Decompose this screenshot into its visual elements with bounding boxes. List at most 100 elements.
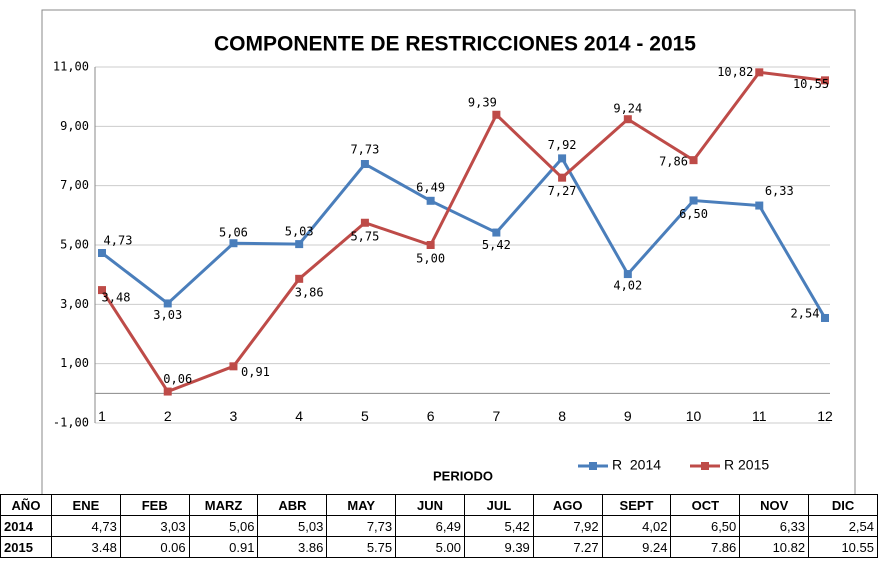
data-label: 7,92 [548, 138, 577, 152]
legend-label: R 2015 [724, 457, 769, 473]
y-tick-label: 3,00 [60, 297, 89, 311]
table-cell: 6,33 [739, 515, 810, 537]
point-marker [821, 313, 829, 322]
table-cell: JUL [463, 494, 534, 516]
table-cell: 2014 [0, 515, 52, 537]
x-tick-label: 11 [752, 408, 767, 424]
series-line [100, 70, 826, 394]
data-label: 5,06 [219, 226, 248, 240]
data-label: 10,82 [717, 65, 753, 79]
y-tick-label: 9,00 [60, 119, 89, 133]
point-marker [689, 196, 698, 205]
table-cell: 9.39 [463, 536, 534, 558]
data-label: 5,03 [285, 225, 314, 239]
table-cell: ABR [257, 494, 328, 516]
point-marker [623, 270, 632, 279]
table-cell: SEPT [601, 494, 672, 516]
point-marker [98, 286, 106, 295]
x-tick-label: 1 [98, 408, 106, 424]
data-label: 6,33 [765, 184, 794, 198]
table-cell: 6,50 [670, 515, 741, 537]
data-label: 7,73 [350, 143, 379, 157]
x-tick-label: 3 [230, 408, 238, 424]
point-marker [492, 110, 501, 119]
point-marker [295, 274, 304, 283]
data-label: 4,73 [104, 234, 133, 248]
legend-marker [589, 462, 597, 470]
data-label: 3,03 [153, 308, 182, 322]
data-label: 5,75 [350, 229, 379, 243]
table-cell: 5,03 [257, 515, 328, 537]
table-cell: 3.86 [257, 536, 328, 558]
data-label: 7,27 [548, 184, 577, 198]
data-label: 0,91 [241, 365, 270, 379]
table-cell: OCT [670, 494, 741, 516]
x-tick-label: 2 [164, 408, 172, 424]
y-tick-label: 7,00 [60, 178, 89, 192]
point-marker [689, 156, 698, 165]
table-cell: 3.48 [51, 536, 121, 558]
table-cell: AGO [532, 494, 603, 516]
x-tick-label: 9 [624, 408, 632, 424]
point-marker [98, 249, 106, 258]
table-cell: 5,06 [188, 515, 259, 537]
data-label: 5,00 [416, 252, 445, 266]
table-cell: 0.91 [188, 536, 259, 558]
table-cell: MARZ [188, 494, 259, 516]
point-marker [492, 228, 501, 237]
table-cell: 2015 [0, 536, 52, 558]
y-tick-label: 11,00 [53, 60, 89, 74]
point-marker [426, 196, 435, 205]
y-tick-label: 5,00 [60, 238, 89, 252]
data-label: 0,06 [163, 372, 192, 386]
table-row: 2015 3.48 0.06 0.91 3.86 5.75 5.00 9.39 7.27 9.24… [0, 536, 878, 558]
data-label: 7,86 [659, 155, 688, 169]
table-cell: NOV [739, 494, 810, 516]
table-cell: 6,49 [395, 515, 465, 537]
point-marker [229, 239, 238, 248]
table-cell: 10.82 [739, 536, 810, 558]
x-tick-label: 8 [558, 408, 566, 424]
point-marker [163, 299, 172, 308]
table-cell: 5,42 [463, 515, 534, 537]
point-marker [623, 115, 632, 124]
data-label: 2,54 [791, 306, 820, 320]
data-label: 3,48 [102, 291, 131, 305]
table-cell: 4,73 [51, 515, 121, 537]
legend-label: R 2014 [612, 457, 661, 473]
table-cell: 2,54 [808, 515, 878, 537]
x-tick-label: 5 [361, 408, 369, 424]
table-row: 2014 4,73 3,03 5,06 5,03 7,73 6,49 5,42 7,92 4,02… [0, 515, 878, 537]
table-cell: 5.75 [326, 536, 397, 558]
y-tick-label: 1,00 [60, 356, 89, 370]
series-line [101, 155, 827, 319]
data-label: 6,50 [679, 207, 708, 221]
table-cell: AÑO [0, 494, 52, 516]
table-cell: 9.24 [601, 536, 672, 558]
data-label: 9,24 [613, 102, 642, 116]
point-marker [558, 173, 567, 182]
chart-title: COMPONENTE DE RESTRICCIONES 2014 - 2015 [214, 33, 696, 56]
data-table: AÑO ENE FEB MARZ ABR MAY JUN JUL AGO SEPT OCT NOV DI… [0, 494, 878, 558]
point-marker [360, 160, 369, 169]
table-cell: 7,73 [326, 515, 397, 537]
point-marker [426, 241, 435, 249]
table-cell: MAY [326, 494, 397, 516]
table-cell: JUN [395, 494, 465, 516]
point-marker [755, 68, 764, 77]
legend-marker [701, 462, 709, 470]
table-cell: ENE [51, 494, 121, 516]
x-axis-label: PERIODO [433, 468, 493, 483]
point-marker [360, 218, 369, 227]
x-tick-label: 10 [686, 408, 702, 424]
table-cell: 7.27 [532, 536, 603, 558]
chart-border [41, 9, 856, 494]
table-cell: 4,02 [601, 515, 672, 537]
data-label: 9,39 [468, 95, 497, 109]
x-tick-label: 12 [817, 408, 833, 424]
point-marker [229, 362, 238, 371]
point-marker [163, 387, 172, 396]
chart: COMPONENTE DE RESTRICCIONES 2014 - 2015 … [41, 9, 856, 494]
x-tick-label: 6 [427, 408, 435, 424]
table-cell: 3,03 [119, 515, 190, 537]
